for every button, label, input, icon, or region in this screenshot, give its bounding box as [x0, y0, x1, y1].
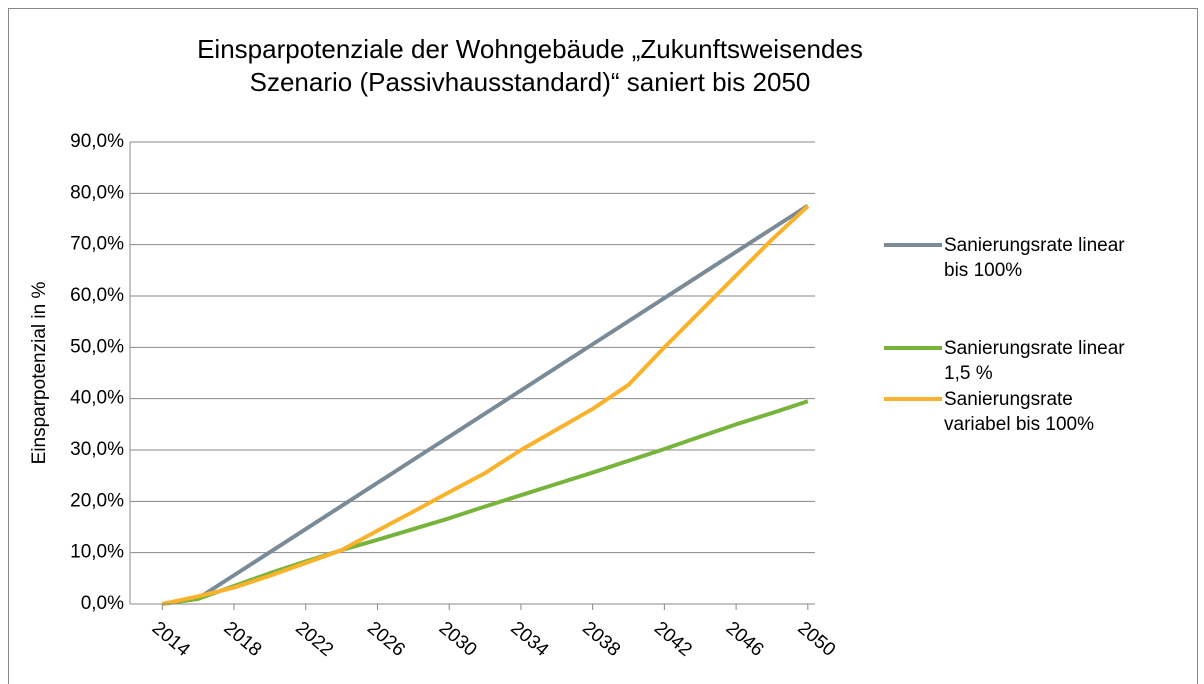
legend-label: Sanierungsrate variabel bis 100% — [944, 389, 1094, 435]
y-tick-label: 50,0% — [70, 336, 124, 357]
x-tick-label: 2038 — [578, 618, 624, 661]
x-tick-label: 2014 — [148, 618, 194, 662]
legend-label: Sanierungsrate linear 1,5 % — [944, 338, 1125, 384]
y-tick-label: 70,0% — [70, 234, 124, 255]
x-tick-label: 2034 — [506, 618, 552, 662]
legend-swatch — [884, 346, 942, 350]
x-tick-label: 2042 — [650, 618, 696, 661]
series-line — [197, 203, 809, 601]
x-tick-label: 2026 — [363, 618, 409, 661]
y-tick-label: 90,0% — [70, 131, 124, 152]
chart-title: Einsparpotenziale der Wohngebäude „Zukun… — [197, 34, 863, 97]
y-tick-label: 40,0% — [70, 388, 124, 409]
y-tick-label: 0,0% — [81, 593, 124, 614]
series-line — [161, 204, 810, 606]
legend-swatch — [884, 397, 942, 401]
series-line — [161, 399, 809, 606]
y-tick-label: 80,0% — [70, 182, 124, 203]
y-axis-label: Einsparpotenzial in % — [29, 282, 50, 465]
y-tick-label: 20,0% — [70, 490, 124, 511]
y-tick-label: 30,0% — [70, 439, 124, 460]
y-tick-label: 10,0% — [70, 542, 124, 563]
legend-swatch — [884, 243, 942, 247]
x-tick-label: 2046 — [722, 618, 768, 661]
legend-label: Sanierungsrate linear bis 100% — [944, 235, 1125, 281]
chart-frame — [8, 8, 1198, 684]
x-tick-label: 2030 — [435, 618, 481, 661]
y-tick-label: 60,0% — [70, 285, 124, 306]
x-tick-label: 2050 — [793, 618, 839, 661]
x-tick-label: 2018 — [220, 618, 266, 661]
x-tick-label: 2022 — [291, 618, 337, 661]
